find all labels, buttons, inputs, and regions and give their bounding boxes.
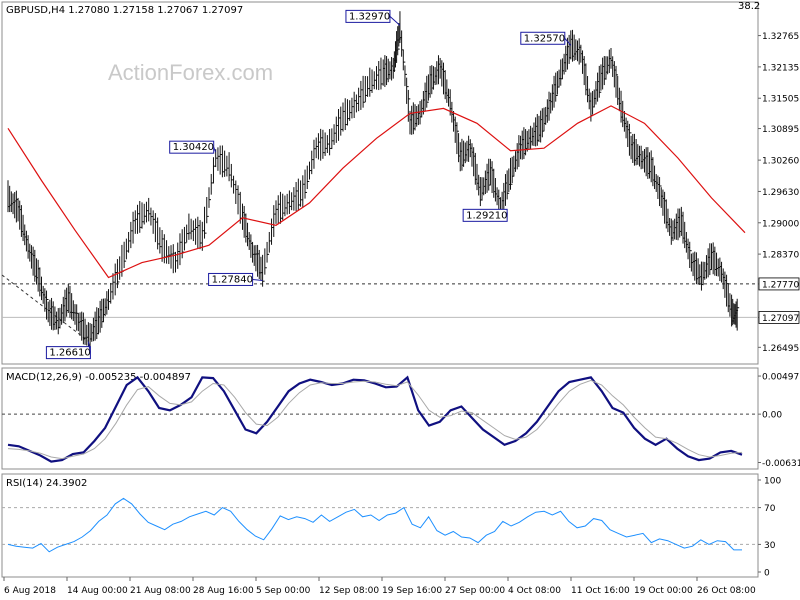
price-panel-frame — [1, 1, 759, 365]
price-annotation: 1.32570 — [520, 31, 572, 46]
annotation-leader — [87, 341, 91, 353]
x-tick-label: 27 Sep 00:00 — [445, 586, 505, 596]
price-y-tick-label: 1.27770 — [762, 280, 799, 290]
price-y-tick-label: 1.29000 — [762, 219, 799, 229]
x-tick-label: 6 Aug 2018 — [4, 586, 56, 596]
macd-layer — [2, 375, 758, 463]
x-tick-label: 26 Oct 08:00 — [697, 586, 756, 596]
macd-title: MACD(12,26,9) -0.005235 -0.004897 — [6, 372, 191, 383]
annotation-label: 1.27840 — [212, 274, 253, 285]
rsi-y-tick-label: 30 — [764, 541, 776, 551]
price-y-tick-box — [758, 310, 800, 324]
annotation-leader — [389, 16, 401, 26]
price-y-tick-label: 1.28370 — [762, 251, 799, 261]
annotation-label: 1.32970 — [349, 11, 390, 22]
annotation-leader — [252, 278, 263, 281]
x-tick-label: 14 Aug 00:00 — [67, 586, 128, 596]
moving-average-line — [7, 105, 746, 279]
price-y-tick-label: 1.30895 — [762, 125, 799, 135]
x-tick-label: 11 Oct 16:00 — [571, 586, 630, 596]
macd-y-tick-label: 0.00 — [762, 411, 782, 421]
rsi-title: RSI(14) 24.3902 — [6, 478, 87, 489]
macd-signal-line — [7, 379, 743, 460]
macd-y-tick-label: 0.004971 — [762, 373, 800, 383]
price-y-tick-label: 1.31505 — [762, 95, 799, 105]
annotation-leader — [213, 146, 217, 153]
x-tick-label: 28 Aug 16:00 — [193, 586, 254, 596]
price-annotation: 1.26610 — [45, 341, 91, 360]
price-annotation: 1.29210 — [462, 208, 508, 222]
price-chart-title: GBPUSD,H4 1.27080 1.27158 1.27067 1.2709… — [6, 5, 243, 16]
x-tick-label: 19 Oct 00:00 — [634, 586, 693, 596]
price-y-tick-label: 1.30260 — [762, 157, 799, 167]
rsi-layer — [2, 497, 758, 553]
macd-panel-frame — [1, 367, 759, 470]
rsi-panel-frame — [1, 473, 759, 578]
rsi-y-tick-label: 100 — [764, 477, 781, 487]
price-y-tick-box — [758, 277, 800, 291]
price-y-tick-label: 1.26495 — [762, 344, 799, 354]
price-layer: 1.26610 1.30420 1.27840 1.32970 1.29210 1.325… — [1, 9, 758, 360]
annotation-leader — [564, 37, 572, 46]
x-tick-label: 12 Sep 08:00 — [319, 586, 379, 596]
price-annotation: 1.27840 — [208, 272, 263, 286]
annotation-label: 1.30420 — [173, 142, 214, 153]
price-y-tick-label: 1.27097 — [762, 314, 799, 324]
price-annotation: 1.32970 — [345, 9, 401, 26]
rsi-y-tick-label: 70 — [764, 504, 776, 514]
macd-line — [7, 375, 743, 463]
watermark: ActionForex.com — [108, 60, 273, 85]
annotation-label: 1.29210 — [466, 210, 507, 221]
x-tick-label: 5 Sep 00:00 — [256, 586, 311, 596]
price-y-tick-label: 1.32765 — [762, 32, 799, 42]
corner-value: 38.2 — [738, 1, 760, 12]
rsi-line — [7, 497, 742, 553]
axis-layer: 1.32765 1.32135 1.31505 1.30895 1.30260 1.296… — [3, 32, 800, 596]
rsi-y-tick-label: 0 — [764, 569, 770, 579]
price-y-tick-label: 1.29630 — [762, 188, 799, 198]
price-annotation: 1.30420 — [169, 140, 217, 154]
x-tick-label: 4 Oct 08:00 — [508, 586, 561, 596]
annotation-label: 1.26610 — [49, 348, 90, 359]
price-y-tick-label: 1.32135 — [762, 63, 799, 73]
annotation-box — [345, 9, 391, 23]
x-tick-label: 19 Sep 16:00 — [382, 586, 442, 596]
x-tick-label: 21 Aug 08:00 — [130, 586, 191, 596]
annotation-label: 1.32570 — [524, 33, 565, 44]
